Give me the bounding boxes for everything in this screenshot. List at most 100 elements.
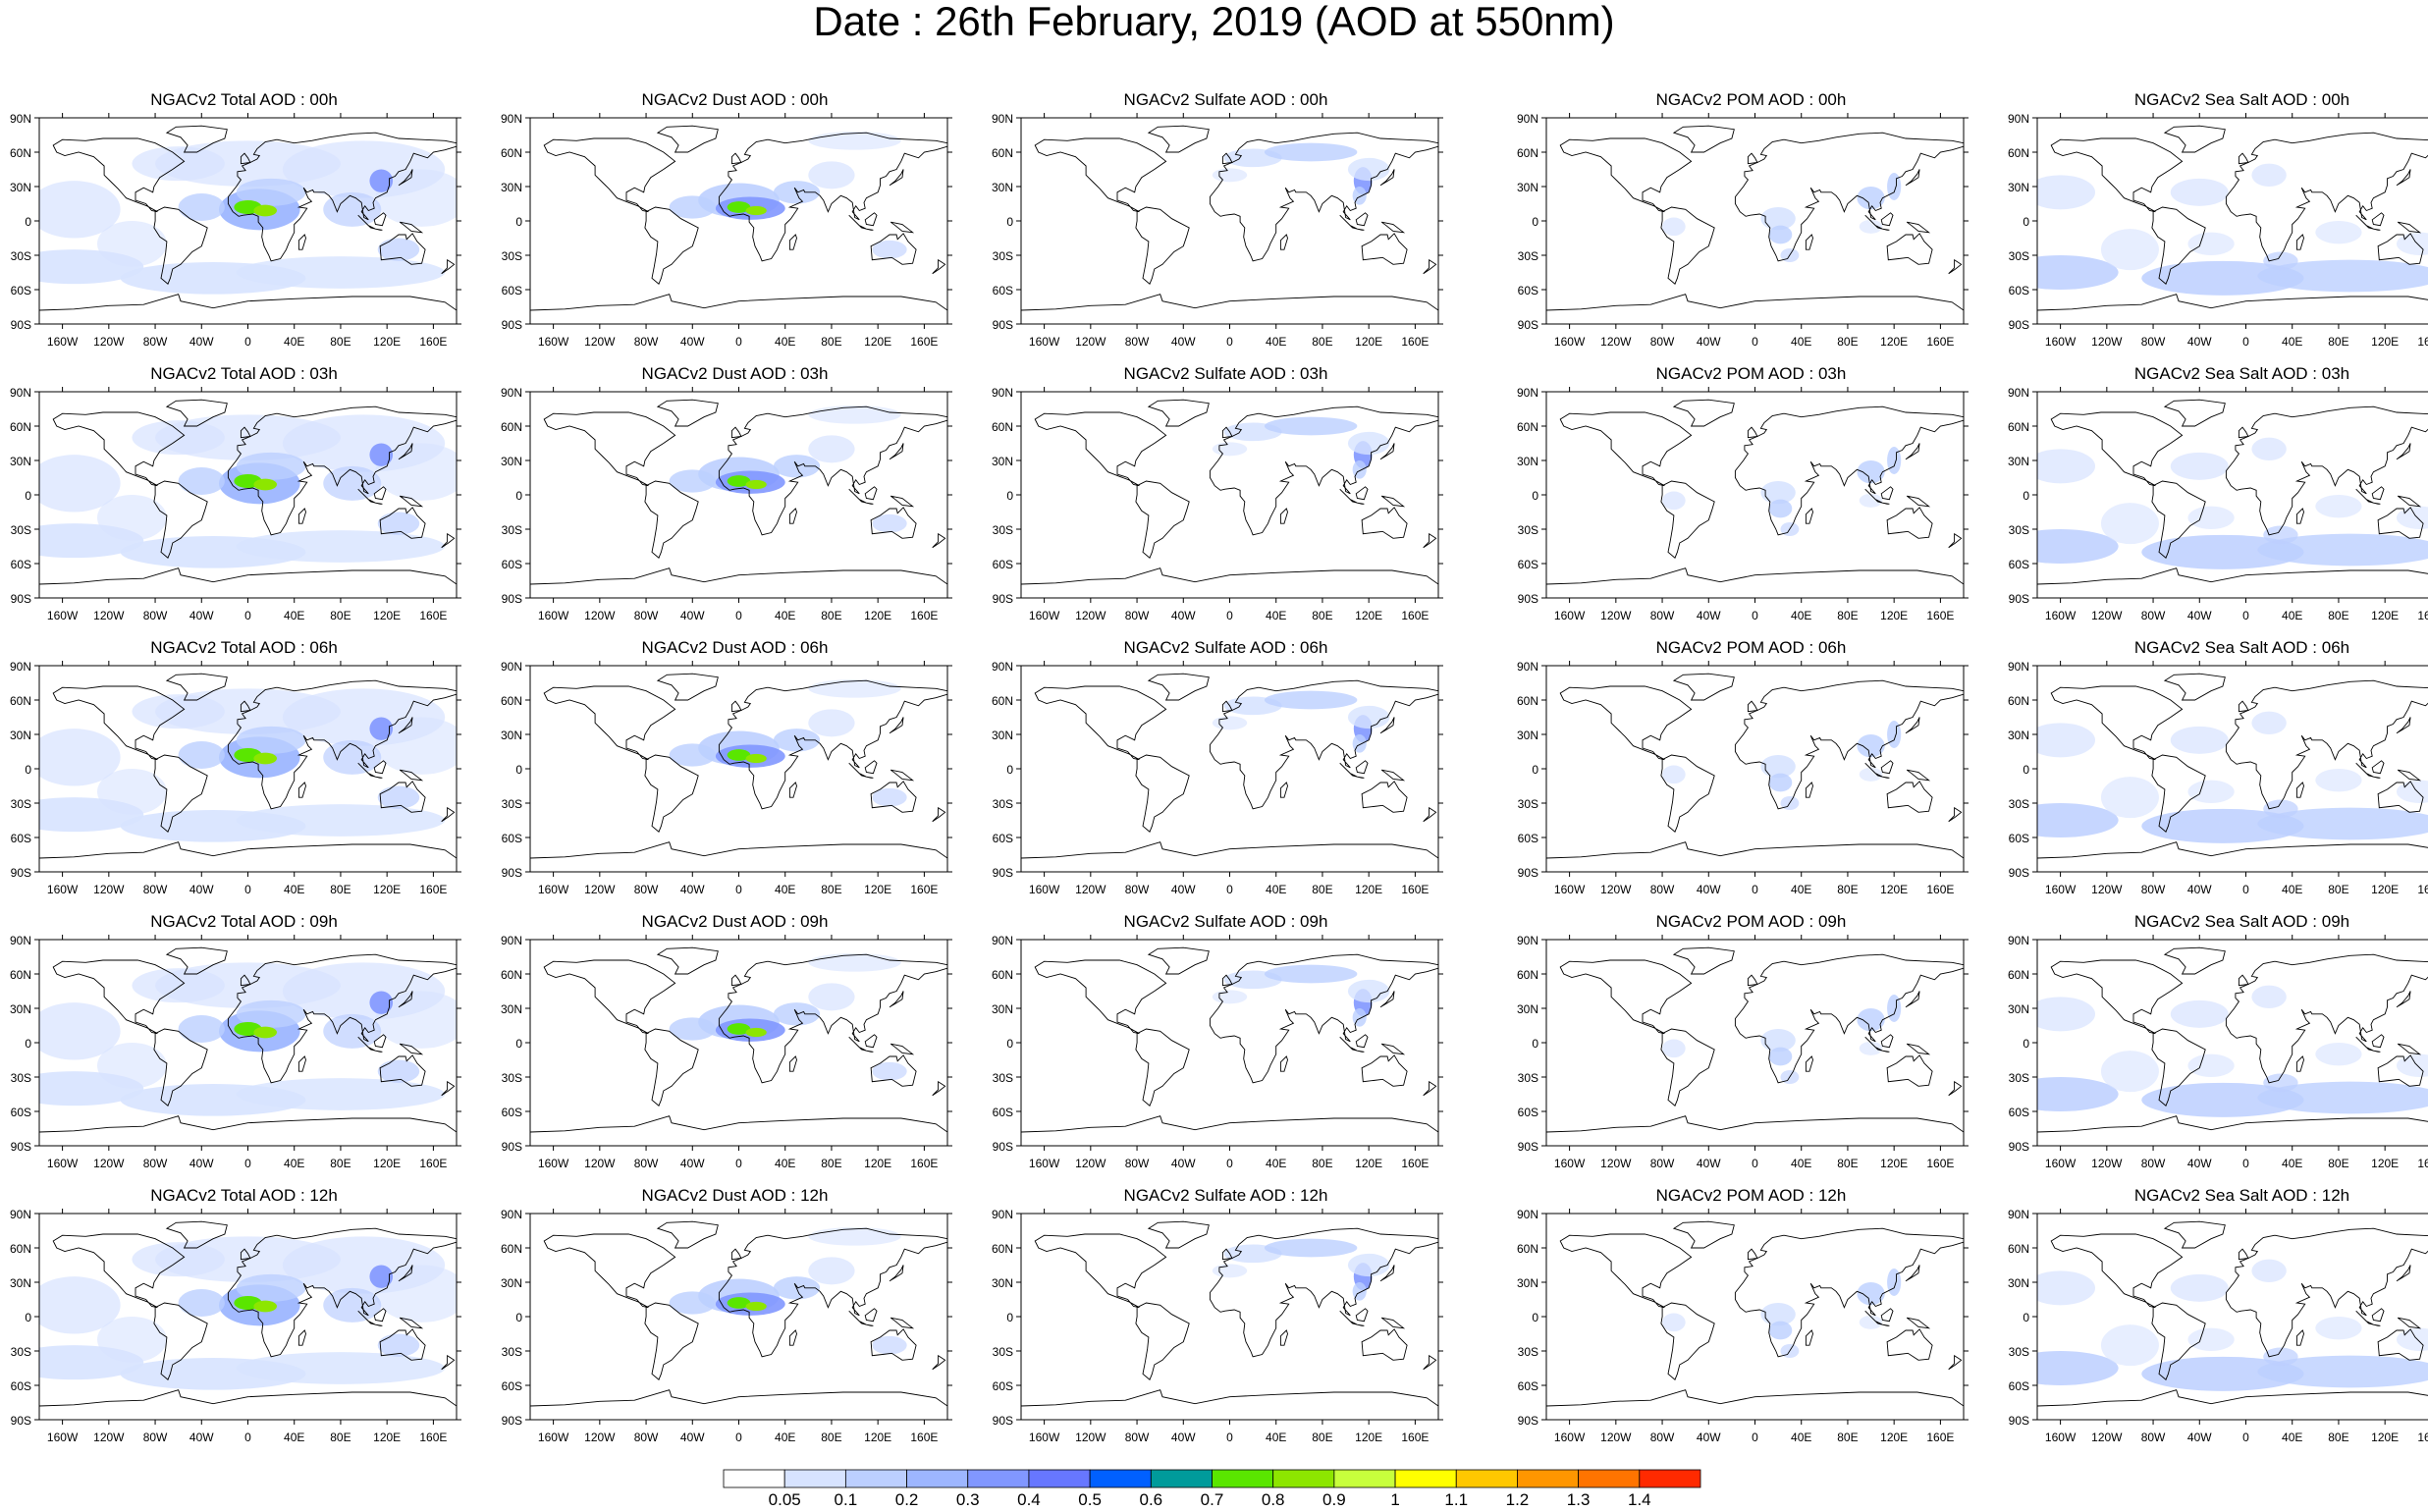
lat-label: 30N <box>1517 729 1538 742</box>
lat-label: 30N <box>2008 1002 2029 1016</box>
coastline-north-america <box>1559 685 1693 761</box>
coastline-greenland <box>165 946 228 975</box>
coastline-uk <box>240 1248 251 1261</box>
panel-title: NGACv2 Sulfate AOD : 03h <box>1123 364 1328 383</box>
coastline-indonesia <box>2355 762 2381 779</box>
lon-label: 120E <box>2371 335 2399 349</box>
aod-region <box>236 1273 306 1302</box>
coastline-japan <box>889 169 904 187</box>
coastline-indonesia <box>1864 214 1890 231</box>
coastline-south-america <box>1660 1028 1715 1107</box>
coastline-south-america <box>2151 206 2206 285</box>
lon-label: 160E <box>1401 335 1429 349</box>
coastlines <box>2037 946 2428 1146</box>
panel-title: NGACv2 Sea Salt AOD : 12h <box>2133 1186 2350 1205</box>
coastline-australia <box>870 781 917 813</box>
aod-region <box>375 169 457 227</box>
aod-region <box>132 420 225 456</box>
lon-label: 120W <box>93 335 125 349</box>
lat-label: 30S <box>502 1071 522 1085</box>
lon-label: 80E <box>330 335 351 349</box>
lon-label: 160E <box>1401 1157 1429 1170</box>
lon-label: 120W <box>2091 883 2123 896</box>
lon-label: 120W <box>93 609 125 622</box>
coastlines <box>2037 1220 2428 1420</box>
aod-region <box>178 1015 225 1043</box>
lat-label: 90N <box>2008 112 2029 126</box>
coastline-new-zealand <box>1423 1080 1437 1097</box>
lat-label: 60S <box>502 284 522 297</box>
coastline-greenland <box>1147 399 1210 427</box>
coastline-indonesia <box>1864 1036 1890 1053</box>
aod-region <box>97 1043 167 1089</box>
lat-label: 60N <box>2008 146 2029 160</box>
world-map: 90N 60N 30N 0 30S 60S 90S 160W 120W 80W 40W 0 40E 80E… <box>2008 1208 2428 1444</box>
coastline-borneo <box>2371 486 2385 501</box>
lat-label: 60S <box>1518 1379 1538 1393</box>
colorbar-label: 0.2 <box>894 1490 919 1509</box>
lat-label: 30N <box>2008 1276 2029 1290</box>
lat-label: 0 <box>1006 489 1013 503</box>
lat-label: 30N <box>501 455 522 468</box>
coastline-indonesia <box>357 1310 383 1326</box>
coastline-madagascar <box>297 234 306 250</box>
coastline-australia <box>1361 233 1408 265</box>
coastline-uk <box>2238 974 2249 987</box>
coastline-antarctica <box>2037 841 2428 872</box>
lat-label: 60N <box>501 1242 522 1256</box>
lat-label: 90S <box>2009 866 2029 880</box>
colorbar-label: 0.5 <box>1078 1490 1102 1509</box>
aod-region <box>1347 1253 1390 1277</box>
coastline-japan <box>2396 717 2411 734</box>
coastline-borneo <box>1355 1034 1369 1049</box>
lon-label: 0 <box>1226 335 1233 349</box>
coastline-new-guinea <box>1380 495 1406 508</box>
coastline-borneo <box>1355 760 1369 775</box>
coastline-borneo <box>864 1308 878 1323</box>
coastline-africa-eurasia <box>2225 405 2428 536</box>
coastline-africa-eurasia <box>1209 679 1438 810</box>
coastline-australia <box>1886 507 1933 539</box>
coastline-greenland <box>1672 946 1735 975</box>
lon-label: 40W <box>189 1431 214 1444</box>
coastline-borneo <box>373 486 387 501</box>
lon-label: 40W <box>1697 1431 1721 1444</box>
aod-region <box>132 694 225 729</box>
lon-label: 0 <box>2242 883 2249 896</box>
lon-label: 40W <box>1171 883 1196 896</box>
aerosol-field <box>2037 437 2428 569</box>
aod-region <box>2263 799 2298 819</box>
lon-label: 0 <box>735 883 742 896</box>
lon-label: 80W <box>634 883 659 896</box>
coastline-antarctica <box>1021 841 1438 872</box>
coastlines <box>530 673 947 872</box>
aod-region <box>808 709 855 737</box>
lat-label: 90S <box>11 866 31 880</box>
coastline-new-zealand <box>1948 258 1963 275</box>
lat-label: 0 <box>1532 1037 1538 1051</box>
coastline-uk <box>2238 426 2249 439</box>
world-map: 90N 60N 30N 0 30S 60S 90S 160W 120W 80W 40W 0 40E 80E… <box>2008 934 2428 1170</box>
lat-label: 90N <box>501 660 522 674</box>
coastline-new-zealand <box>1948 1354 1963 1371</box>
lat-label: 60S <box>11 1379 31 1393</box>
aod-region <box>253 752 278 765</box>
lat-label: 90S <box>1518 318 1538 332</box>
aod-region <box>2037 1351 2119 1385</box>
coastline-new-zealand <box>441 806 456 823</box>
aerosol-field <box>1662 721 1902 810</box>
coastline-africa-eurasia <box>2225 132 2428 262</box>
coastline-africa-eurasia <box>1209 405 1438 536</box>
coastline-madagascar <box>1805 782 1813 798</box>
lat-label: 90S <box>993 866 1013 880</box>
coastline-greenland <box>1672 1220 1735 1249</box>
map-panel-dust: NGACv2 Dust AOD : 12h 90N 60N 30N 0 30S 60S 90S… <box>491 1186 952 1449</box>
lon-label: 120E <box>2371 1157 2399 1170</box>
lon-label: 120E <box>864 335 891 349</box>
aod-region <box>2037 1077 2119 1111</box>
lon-label: 0 <box>735 335 742 349</box>
lon-label: 0 <box>2242 609 2249 622</box>
lat-label: 30S <box>11 1071 31 1085</box>
coastline-indonesia <box>848 214 874 231</box>
coastline-borneo <box>864 760 878 775</box>
